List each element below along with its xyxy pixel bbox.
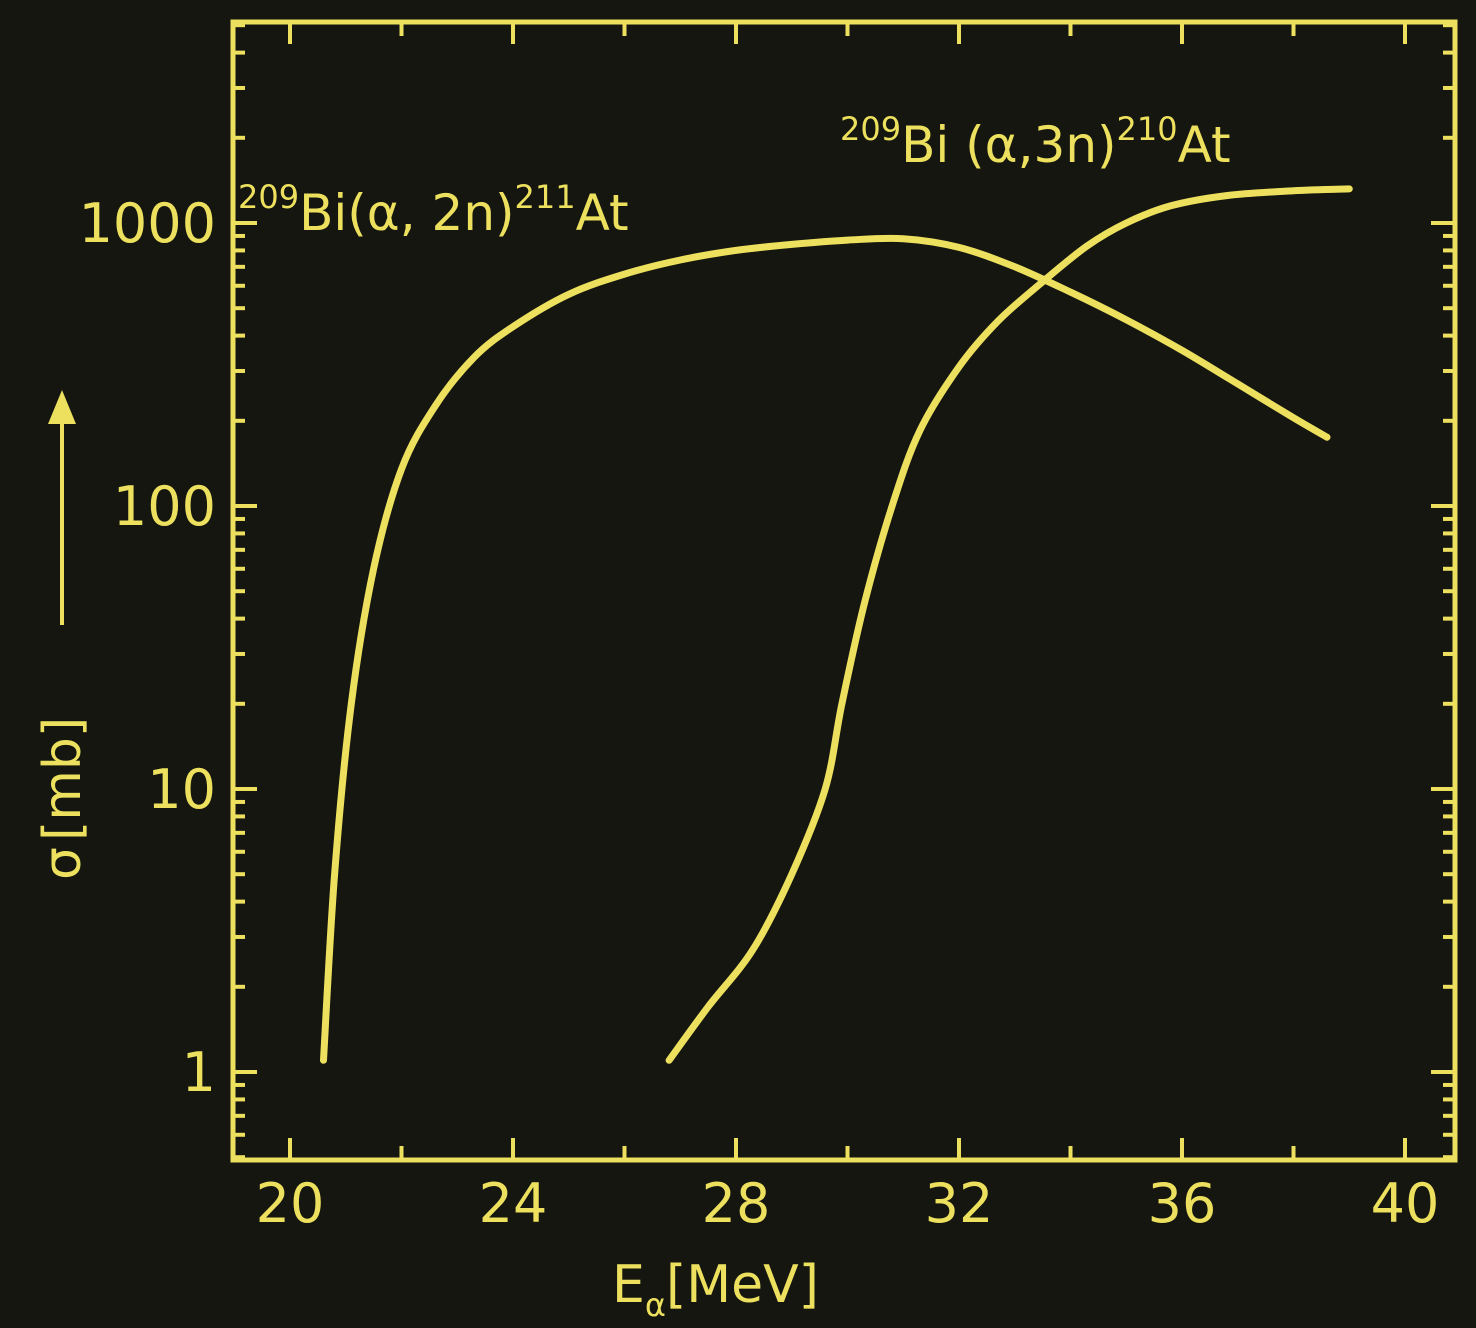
x-axis-subscript: α bbox=[645, 1286, 666, 1324]
x-axis-title: Eα[MeV] bbox=[612, 1255, 819, 1324]
x-tick-label: 20 bbox=[256, 1172, 325, 1235]
y-axis-title-group: σ [mb] bbox=[33, 390, 93, 880]
series-label-3n-pre: 209 bbox=[840, 110, 901, 148]
x-tick-label: 32 bbox=[925, 1172, 994, 1235]
series-curve-3n bbox=[665, 185, 1353, 1064]
y-tick-label: 10 bbox=[147, 758, 216, 821]
x-axis-unit: [MeV] bbox=[666, 1255, 819, 1315]
series-curve-2n bbox=[320, 234, 1331, 1064]
y-tick-label: 1000 bbox=[79, 192, 216, 255]
y-axis-title: σ [mb] bbox=[33, 717, 93, 880]
y-axis-symbol: σ bbox=[33, 847, 93, 880]
series-label-2n-mass: 211 bbox=[515, 178, 576, 216]
series-curves bbox=[320, 185, 1353, 1064]
series-label-2n-pre: 209 bbox=[238, 178, 299, 216]
axis-ticks bbox=[233, 22, 1455, 1160]
y-axis-unit: [mb] bbox=[33, 717, 93, 841]
x-tick-labels: 20 24 28 32 36 40 bbox=[256, 1172, 1440, 1235]
series-label-2n: 209Bi(α, 2n)211At bbox=[238, 178, 629, 242]
x-tick-label: 28 bbox=[702, 1172, 771, 1235]
x-axis-symbol: E bbox=[612, 1255, 645, 1315]
y-tick-label: 100 bbox=[113, 475, 216, 538]
series-label-2n-main: Bi(α, 2n) bbox=[299, 184, 514, 242]
y-axis-arrowhead bbox=[48, 390, 76, 424]
series-label-3n-element: At bbox=[1178, 116, 1231, 174]
x-tick-label: 40 bbox=[1371, 1172, 1440, 1235]
series-label-3n: 209Bi (α,3n)210At bbox=[840, 110, 1231, 174]
series-label-3n-main: Bi (α,3n) bbox=[901, 116, 1116, 174]
x-tick-label: 24 bbox=[479, 1172, 548, 1235]
series-label-3n-mass: 210 bbox=[1117, 110, 1178, 148]
x-tick-label: 36 bbox=[1148, 1172, 1217, 1235]
y-tick-labels: 1 10 100 1000 bbox=[79, 192, 216, 1104]
series-label-2n-element: At bbox=[576, 184, 629, 242]
y-tick-label: 1 bbox=[182, 1041, 216, 1104]
